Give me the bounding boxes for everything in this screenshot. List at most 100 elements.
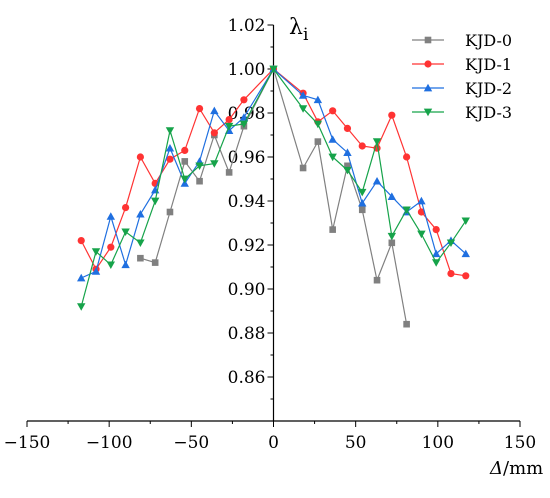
data-point-kjd-3 [313, 120, 323, 129]
legend-item-kjd-3: KJD-3 [412, 103, 512, 122]
legend-marker-kjd-2 [423, 83, 433, 92]
data-point-kjd-1 [462, 272, 470, 280]
data-point-kjd-3 [417, 230, 426, 239]
data-point-kjd-0 [358, 206, 366, 214]
data-point-kjd-1 [77, 237, 85, 245]
x-tick-label: −100 [86, 433, 133, 453]
x-tick-label: 0 [268, 433, 279, 453]
data-point-kjd-3 [387, 232, 397, 241]
data-point-kjd-1 [447, 270, 455, 278]
legend-marker-kjd-0 [424, 36, 432, 44]
data-point-kjd-3 [298, 105, 308, 113]
data-point-kjd-0 [299, 164, 307, 172]
data-point-kjd-1 [181, 146, 189, 154]
legend-item-kjd-1: KJD-1 [412, 55, 512, 74]
data-point-kjd-2 [328, 135, 337, 143]
y-tick-label: 0.94 [228, 192, 266, 212]
data-point-kjd-0 [166, 208, 174, 216]
data-point-kjd-0 [225, 169, 233, 176]
data-point-kjd-0 [373, 276, 381, 284]
data-point-kjd-2 [461, 249, 470, 258]
data-point-kjd-3 [210, 160, 219, 168]
data-point-kjd-2 [343, 148, 352, 156]
legend-item-kjd-2: KJD-2 [412, 79, 512, 98]
data-point-kjd-1 [432, 226, 440, 234]
x-tick-label: 50 [345, 433, 367, 453]
x-tick-label: 150 [504, 433, 536, 453]
data-point-kjd-1 [195, 105, 204, 113]
x-tick-label: −150 [4, 433, 51, 453]
data-point-kjd-1 [329, 107, 337, 115]
data-point-kjd-1 [240, 96, 248, 104]
x-tick-label: −50 [173, 433, 209, 453]
data-point-kjd-0 [314, 138, 322, 145]
data-point-kjd-3 [372, 138, 382, 146]
data-point-kjd-3 [121, 228, 130, 236]
data-point-kjd-0 [196, 177, 203, 185]
data-point-kjd-3 [106, 261, 116, 269]
data-point-kjd-2 [372, 177, 382, 185]
legend-label-kjd-0: KJD-0 [465, 31, 512, 50]
data-point-kjd-1 [388, 111, 396, 119]
data-point-kjd-1 [107, 243, 115, 251]
x-tick-label: 100 [422, 433, 454, 453]
data-point-kjd-1 [225, 116, 233, 124]
data-point-kjd-2 [210, 106, 219, 115]
legend-label-kjd-1: KJD-1 [465, 55, 512, 74]
y-tick-label: 0.88 [228, 324, 266, 344]
data-point-kjd-3 [239, 120, 249, 129]
data-point-kjd-1 [166, 155, 174, 163]
x-axis-ticks: −150 −100 −50 0 50 100 150 [4, 421, 536, 453]
data-point-kjd-2 [313, 95, 323, 104]
data-point-kjd-2 [165, 144, 175, 152]
data-point-kjd-0 [388, 239, 396, 247]
data-point-kjd-3 [91, 248, 101, 256]
data-point-kjd-1 [122, 204, 130, 212]
data-point-kjd-2 [387, 192, 397, 200]
data-point-kjd-3 [150, 197, 160, 206]
data-point-kjd-3 [224, 122, 234, 131]
data-point-kjd-0 [344, 162, 351, 170]
x-axis-title: Δ/mm [489, 458, 543, 479]
legend-label-kjd-3: KJD-3 [465, 103, 512, 122]
data-point-kjd-1 [358, 142, 366, 150]
data-point-kjd-2 [358, 199, 367, 207]
data-point-kjd-3 [77, 303, 86, 311]
y-tick-label: 1.02 [228, 16, 266, 36]
data-point-kjd-3 [402, 206, 411, 214]
data-point-kjd-1 [136, 153, 144, 161]
data-point-kjd-2 [106, 212, 116, 220]
data-point-kjd-0 [181, 158, 189, 165]
legend-marker-kjd-3 [423, 108, 433, 117]
data-point-kjd-3 [446, 239, 456, 247]
data-point-kjd-2 [121, 260, 130, 269]
data-point-kjd-2 [417, 196, 426, 205]
legend-marker-kjd-1 [424, 60, 432, 68]
y-tick-label: 0.96 [228, 148, 266, 168]
data-point-kjd-0 [137, 254, 144, 262]
y-tick-label: 1.00 [228, 60, 266, 80]
legend-item-kjd-0: KJD-0 [412, 31, 512, 50]
data-point-kjd-1 [343, 124, 352, 132]
y-axis-ticks: 0.860.880.900.920.940.960.981.001.02 [228, 16, 274, 400]
data-point-kjd-0 [403, 320, 410, 328]
data-point-kjd-1 [210, 129, 218, 137]
data-point-kjd-3 [431, 259, 441, 267]
data-point-kjd-2 [77, 273, 86, 282]
data-point-kjd-0 [329, 226, 336, 233]
legend: KJD-0 KJD-1 KJD-2 KJD-3 [412, 31, 512, 122]
data-point-kjd-2 [136, 210, 145, 218]
data-point-kjd-1 [417, 208, 425, 216]
data-point-kjd-3 [343, 166, 352, 175]
data-point-kjd-3 [328, 153, 337, 162]
data-point-kjd-3 [358, 188, 367, 197]
data-point-kjd-1 [403, 153, 411, 161]
data-point-kjd-3 [165, 127, 175, 135]
data-point-kjd-3 [461, 217, 470, 225]
series-layer [77, 64, 470, 328]
data-point-kjd-3 [269, 65, 278, 74]
legend-label-kjd-2: KJD-2 [465, 79, 512, 98]
y-tick-label: 0.90 [228, 280, 266, 300]
y-tick-label: 0.92 [228, 236, 266, 256]
data-point-kjd-2 [91, 267, 101, 275]
